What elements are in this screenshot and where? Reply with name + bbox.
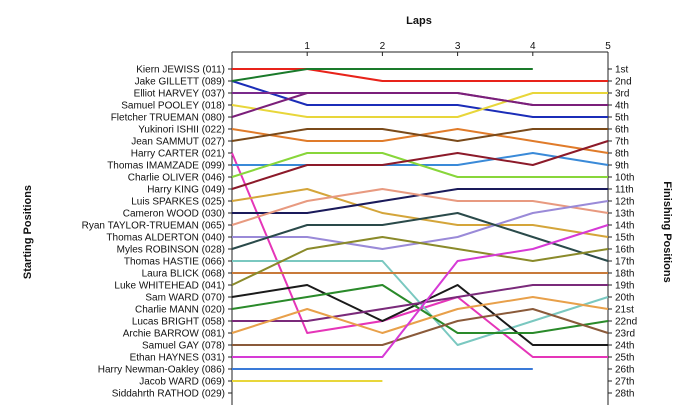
driver-label: Luke WHITEHEAD (041) [114, 281, 225, 292]
driver-label: Lucas BRIGHT (058) [132, 317, 225, 328]
finish-position-label: 13th [615, 209, 634, 220]
driver-label: Fletcher TRUEMAN (080) [111, 113, 225, 124]
x-tick-label: 1 [304, 41, 310, 52]
driver-label: Harry KING (049) [147, 185, 225, 196]
finish-position-label: 16th [615, 245, 634, 256]
finish-position-label: 6th [615, 125, 629, 136]
finish-position-label: 20th [615, 293, 634, 304]
x-axis-title: Laps [406, 15, 432, 27]
driver-line [231, 80, 608, 118]
x-tick-label: 4 [530, 41, 536, 52]
finish-position-label: 24th [615, 341, 634, 352]
driver-label: Ryan TAYLOR-TRUEMAN (065) [82, 221, 225, 232]
x-ticks: 1 2 3 4 5 [304, 41, 611, 56]
driver-line [231, 188, 609, 226]
driver-label: Harry Newman-Oakley (086) [98, 365, 225, 376]
finish-position-label: 1st [615, 65, 629, 76]
finish-position-label: 3rd [615, 89, 629, 100]
driver-label: Siddahrth RATHOD (029) [112, 389, 225, 400]
finish-position-label: 4th [615, 101, 629, 112]
driver-line [231, 92, 608, 118]
driver-label: Yukinori ISHII (022) [138, 125, 225, 136]
driver-line [231, 152, 608, 358]
driver-label: Archie BARROW (081) [123, 329, 225, 340]
driver-label: Luis SPARKES (025) [131, 197, 225, 208]
driver-line [232, 308, 609, 346]
x-tick-label: 2 [380, 41, 386, 52]
finish-position-label: 19th [615, 281, 634, 292]
driver-label: Jacob WARD (069) [139, 377, 225, 388]
finish-position-label: 8th [615, 149, 629, 160]
driver-line [231, 68, 533, 82]
driver-label: Kiern JEWISS (011) [136, 65, 225, 76]
driver-label: Harry CARTER (021) [131, 149, 225, 160]
driver-line [231, 128, 608, 142]
starting-positions-title: Starting Positions [22, 185, 34, 279]
driver-label: Thomas HASTIE (066) [124, 257, 225, 268]
driver-line [231, 152, 608, 178]
finish-position-label: 5th [615, 113, 629, 124]
finish-position-label: 14th [615, 221, 634, 232]
finish-position-label: 11th [615, 185, 634, 196]
driver-label: Samuel POOLEY (018) [121, 101, 225, 112]
finish-position-label: 22nd [615, 317, 637, 328]
axes [231, 51, 609, 405]
finish-position-label: 23rd [615, 329, 635, 340]
driver-label: Samuel GAY (078) [142, 341, 225, 352]
driver-label: Jake GILLETT (089) [135, 77, 225, 88]
driver-line [232, 224, 609, 358]
driver-label: Charlie MANN (020) [135, 305, 225, 316]
driver-label: Myles ROBINSON (028) [117, 245, 225, 256]
driver-line [231, 140, 609, 190]
finish-position-label: 26th [615, 365, 634, 376]
finish-position-label: 15th [615, 233, 634, 244]
starting-position-labels: Kiern JEWISS (011)Jake GILLETT (089)Elli… [82, 65, 232, 400]
driver-line [232, 200, 609, 250]
driver-line [231, 296, 609, 334]
finish-position-label: 21st [615, 305, 634, 316]
finishing-position-labels: 1st2nd3rd4th5th6th7th8th9th10th11th12th1… [608, 65, 637, 400]
finish-position-label: 27th [615, 377, 634, 388]
finish-position-label: 9th [615, 161, 629, 172]
finish-position-label: 25th [615, 353, 634, 364]
finish-position-label: 18th [615, 269, 634, 280]
finish-position-label: 17th [615, 257, 634, 268]
driver-label: Elliot HARVEY (037) [134, 89, 225, 100]
driver-label: Ethan HAYNES (031) [130, 353, 225, 364]
finish-position-label: 7th [615, 137, 629, 148]
driver-label: Sam WARD (070) [145, 293, 225, 304]
driver-label: Thomas ALDERTON (040) [106, 233, 225, 244]
driver-label: Jean SAMMUT (027) [131, 137, 225, 148]
driver-line [231, 236, 609, 286]
driver-label: Laura BLICK (068) [142, 269, 225, 280]
finish-position-label: 12th [615, 197, 634, 208]
driver-line [232, 284, 608, 322]
driver-label: Charlie OLIVER (046) [128, 173, 225, 184]
finish-position-label: 10th [615, 173, 634, 184]
x-tick-label: 5 [605, 41, 611, 52]
finish-position-label: 28th [615, 389, 634, 400]
finishing-positions-title: Finishing Positions [661, 181, 673, 282]
driver-line [231, 92, 608, 118]
driver-line [232, 68, 608, 82]
driver-lines [231, 68, 609, 382]
x-tick-label: 3 [455, 41, 461, 52]
finish-position-label: 2nd [615, 77, 632, 88]
driver-label: Cameron WOOD (030) [123, 209, 225, 220]
driver-label: Thomas IMAMZADE (099) [107, 161, 225, 172]
driver-line [231, 212, 609, 262]
